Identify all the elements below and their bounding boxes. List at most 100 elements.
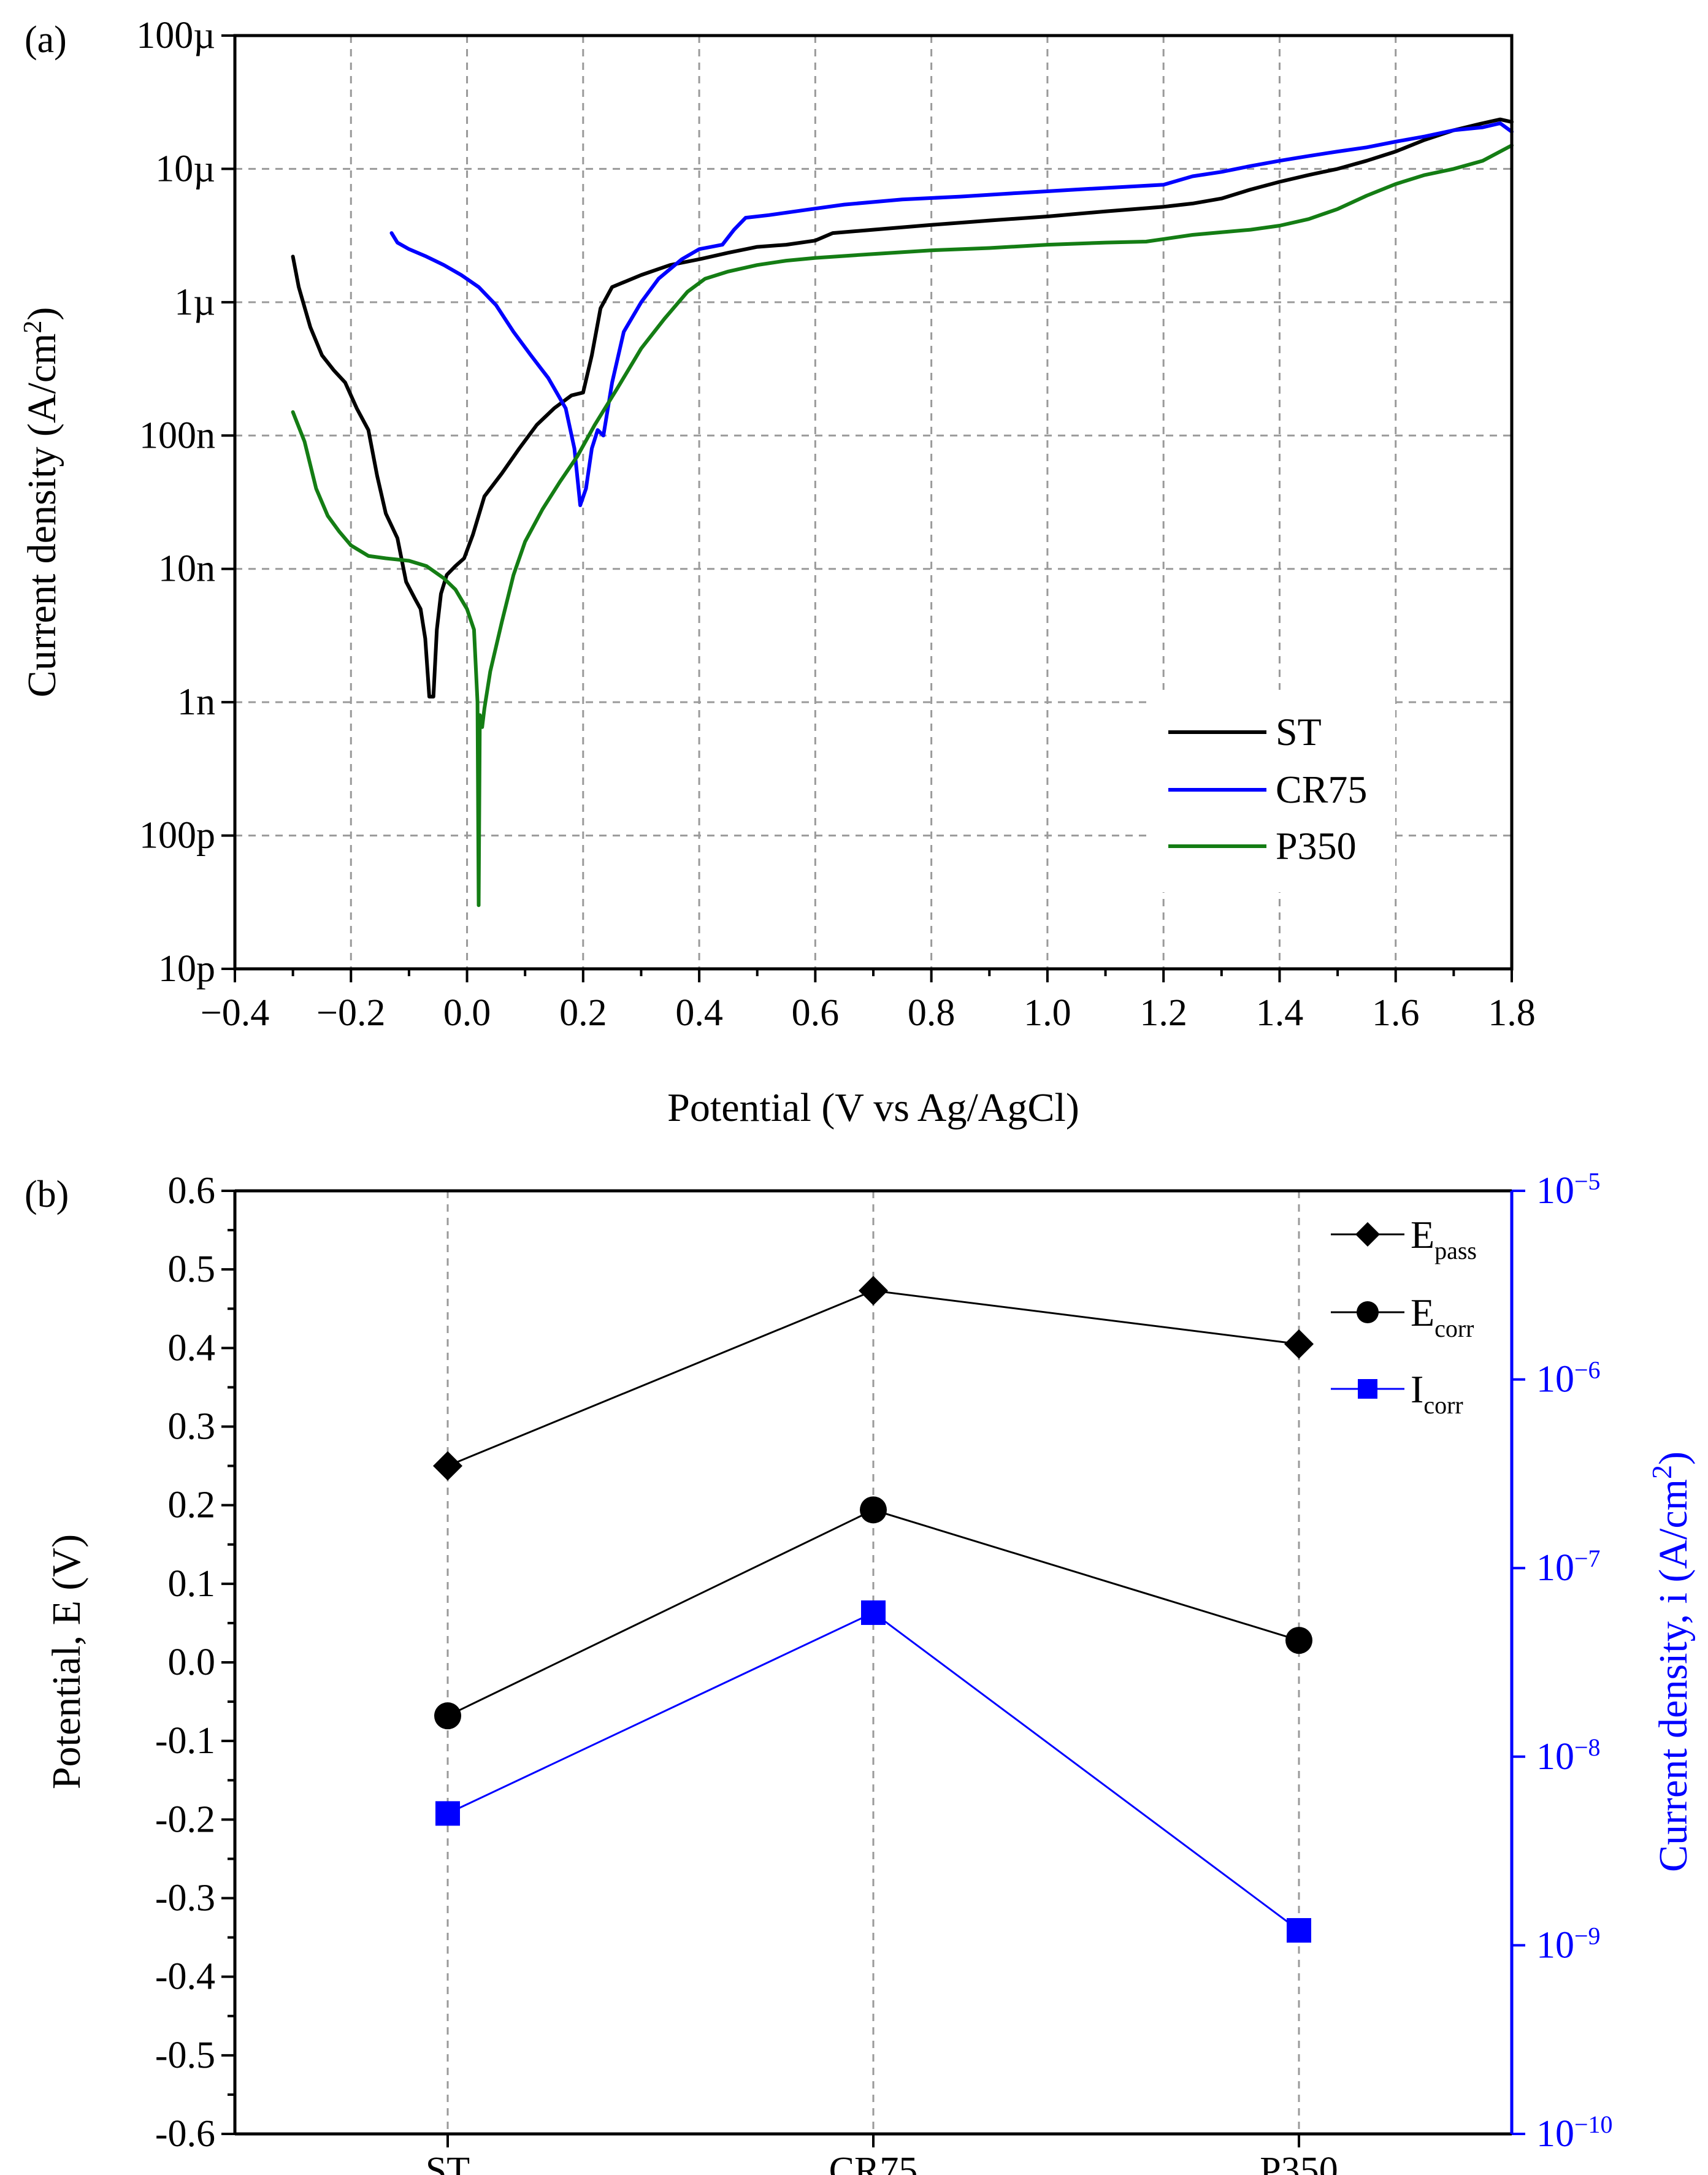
panel-a-x-tick-label: 0.6: [792, 992, 840, 1034]
legend-label-cr75: CR75: [1276, 768, 1367, 811]
data-point-e-corr-cr75: [860, 1496, 887, 1524]
panel-b-y-tick-label: -0.6: [155, 2113, 215, 2155]
panel-b-x-tick-label-cr75: CR75: [829, 2150, 918, 2175]
panel-a-x-tick-label: 1.0: [1024, 992, 1071, 1034]
panel-a-x-tick-label: 0.4: [675, 992, 723, 1034]
panel-b-y-tick-label: 0.1: [168, 1563, 216, 1605]
series-line-cr75: [389, 121, 1514, 507]
tick-label-exponent: −10: [1574, 2111, 1613, 2138]
panel-b-right-y-tick-label: 10−8: [1536, 1733, 1601, 1778]
data-point-e-corr-st: [434, 1702, 461, 1730]
data-point-e-pass-p350: [1284, 1329, 1314, 1359]
panel-a-x-tick-label: 0.8: [908, 992, 955, 1034]
legend-label-epass-sub: pass: [1434, 1237, 1477, 1264]
panel-a-x-tick-label: −0.4: [201, 992, 269, 1034]
tick-label-exponent: −9: [1574, 1922, 1601, 1949]
panel-b-x-tick-label-st: ST: [426, 2150, 470, 2175]
panel-b-y-tick-label: -0.2: [155, 1798, 215, 1840]
tick-label-base: 10: [1536, 2113, 1574, 2155]
tick-label-exponent: −8: [1574, 1733, 1601, 1760]
panel-b-y-tick-label: 0.0: [168, 1642, 216, 1683]
panel-b-y-tick-label: -0.1: [155, 1720, 215, 1762]
tick-label-base: 10: [1536, 1359, 1574, 1401]
panel-a-curves: [291, 117, 1514, 908]
legend-label-icorr-sub: corr: [1423, 1391, 1463, 1419]
panel-b-summary-plot: (b) ST CR75 P350 -0.6 -0.5 -0.4 -0.3 -0.2 -0.1 0.…: [25, 1168, 1696, 2175]
panel-a-x-tick-label: 0.0: [443, 992, 491, 1034]
panel-b-right-y-axis-title-sup: 2: [1646, 1465, 1677, 1479]
legend-marker-ecorr-circle: [1357, 1301, 1379, 1323]
panel-a-x-tick-label: 1.6: [1372, 992, 1420, 1034]
tick-label-exponent: −6: [1574, 1356, 1601, 1383]
panel-b-series: [433, 1275, 1314, 1943]
panel-a-x-axis-title: Potential (V vs Ag/AgCl): [667, 1085, 1079, 1130]
legend-label-icorr: Icorr: [1411, 1367, 1463, 1419]
series-line-p350: [291, 143, 1514, 908]
tick-label-base: 10: [1536, 1547, 1574, 1589]
panel-a-y-axis-title: Current density (A/cm2): [19, 307, 64, 698]
panel-b-y-tick-label: 0.6: [168, 1170, 216, 1212]
legend-label-ecorr: Ecorr: [1411, 1291, 1474, 1342]
data-point-e-pass-st: [433, 1451, 462, 1481]
panel-b-right-y-axis-title-close: ): [1651, 1451, 1696, 1465]
panel-b-right-y-axis-title: Current density, i (A/cm2): [1646, 1451, 1696, 1872]
data-point-i-corr-p350: [1287, 1918, 1311, 1943]
legend-label-epass-main: E: [1411, 1213, 1434, 1256]
panel-b-y-axis-title: Potential, E (V): [44, 1534, 89, 1789]
panel-b-right-y-tick-label: 10−9: [1536, 1922, 1601, 1967]
data-point-i-corr-st: [435, 1801, 460, 1826]
panel-b-y-tick-label: -0.5: [155, 2035, 215, 2076]
legend-label-epass: Epass: [1411, 1213, 1477, 1264]
panel-b-ticks: ST CR75 P350 -0.6 -0.5 -0.4 -0.3 -0.2 -0.1 0.0 0.1…: [155, 1168, 1613, 2175]
series-line-st: [291, 117, 1514, 699]
panel-a-y-tick-label: 10µ: [155, 148, 215, 189]
panel-b-y-tick-label: -0.3: [155, 1878, 215, 1919]
legend-marker-icorr-square: [1358, 1379, 1377, 1399]
panel-a-y-tick-label: 10n: [158, 548, 215, 590]
panel-b-right-y-tick-label: 10−6: [1536, 1356, 1601, 1401]
panel-a-label: (a): [25, 19, 67, 61]
panel-a-y-tick-label: 100p: [139, 815, 215, 857]
tick-label-exponent: −7: [1574, 1545, 1601, 1572]
panel-a-x-tick-label: 0.2: [559, 992, 607, 1034]
panel-b-grid: [446, 1191, 1300, 2134]
panel-b-right-y-axis-title-main: Current density, i (A/cm: [1651, 1479, 1696, 1872]
panel-a-x-tick-label: −0.2: [316, 992, 385, 1034]
panel-b-right-y-tick-label: 10−10: [1536, 2111, 1613, 2155]
panel-a-y-tick-label: 1µ: [174, 281, 215, 323]
panel-b-y-tick-label: 0.5: [168, 1248, 216, 1290]
data-point-e-pass-cr75: [859, 1275, 888, 1305]
tick-label-base: 10: [1536, 1736, 1574, 1778]
panel-a-y-tick-label: 100µ: [136, 15, 215, 56]
panel-a-ticks: −0.4 −0.2 0.0 0.2 0.4 0.6 0.8 1.0 1.2 1.4 1.6 1.8 10…: [136, 15, 1535, 1034]
panel-a-legend: ST CR75 P350: [1147, 690, 1395, 892]
legend-label-p350: P350: [1276, 824, 1357, 868]
data-point-i-corr-cr75: [861, 1600, 886, 1625]
tick-label-base: 10: [1536, 1170, 1574, 1212]
legend-label-st: ST: [1276, 710, 1322, 754]
tick-label-exponent: −5: [1574, 1168, 1601, 1195]
panel-a-y-axis-title-main: Current density (A/cm: [20, 334, 64, 698]
panel-a-potentiodynamic-plot: (a) −0.4 −0.2 0.0 0.2 0.4 0.6 0.8 1.0 1.2 1.4 1.6 1…: [19, 15, 1536, 1130]
panel-a-x-tick-label: 1.2: [1139, 992, 1187, 1034]
legend-label-icorr-main: I: [1411, 1367, 1423, 1411]
panel-b-right-y-tick-label: 10−7: [1536, 1545, 1601, 1589]
data-point-e-corr-p350: [1285, 1627, 1312, 1654]
legend-marker-epass-diamond: [1355, 1222, 1380, 1247]
panel-b-y-tick-label: 0.2: [168, 1485, 216, 1526]
panel-a-x-tick-label: 1.8: [1488, 992, 1536, 1034]
panel-b-x-tick-label-p350: P350: [1260, 2150, 1338, 2175]
panel-b-y-tick-label: 0.3: [168, 1406, 216, 1448]
panel-b-right-y-tick-label: 10−5: [1536, 1168, 1601, 1212]
panel-b-label: (b): [25, 1174, 69, 1215]
panel-a-y-tick-label: 10p: [158, 948, 215, 990]
panel-b-legend: Epass Ecorr Icorr: [1331, 1213, 1477, 1419]
panel-b-y-tick-label: 0.4: [168, 1327, 216, 1369]
panel-a-x-tick-label: 1.4: [1256, 992, 1304, 1034]
panel-a-y-axis-title-close: ): [20, 307, 64, 321]
tick-label-base: 10: [1536, 1924, 1574, 1966]
panel-b-y-tick-label: -0.4: [155, 1956, 215, 1998]
legend-label-ecorr-sub: corr: [1434, 1315, 1474, 1342]
panel-a-y-tick-label: 100n: [139, 415, 215, 456]
